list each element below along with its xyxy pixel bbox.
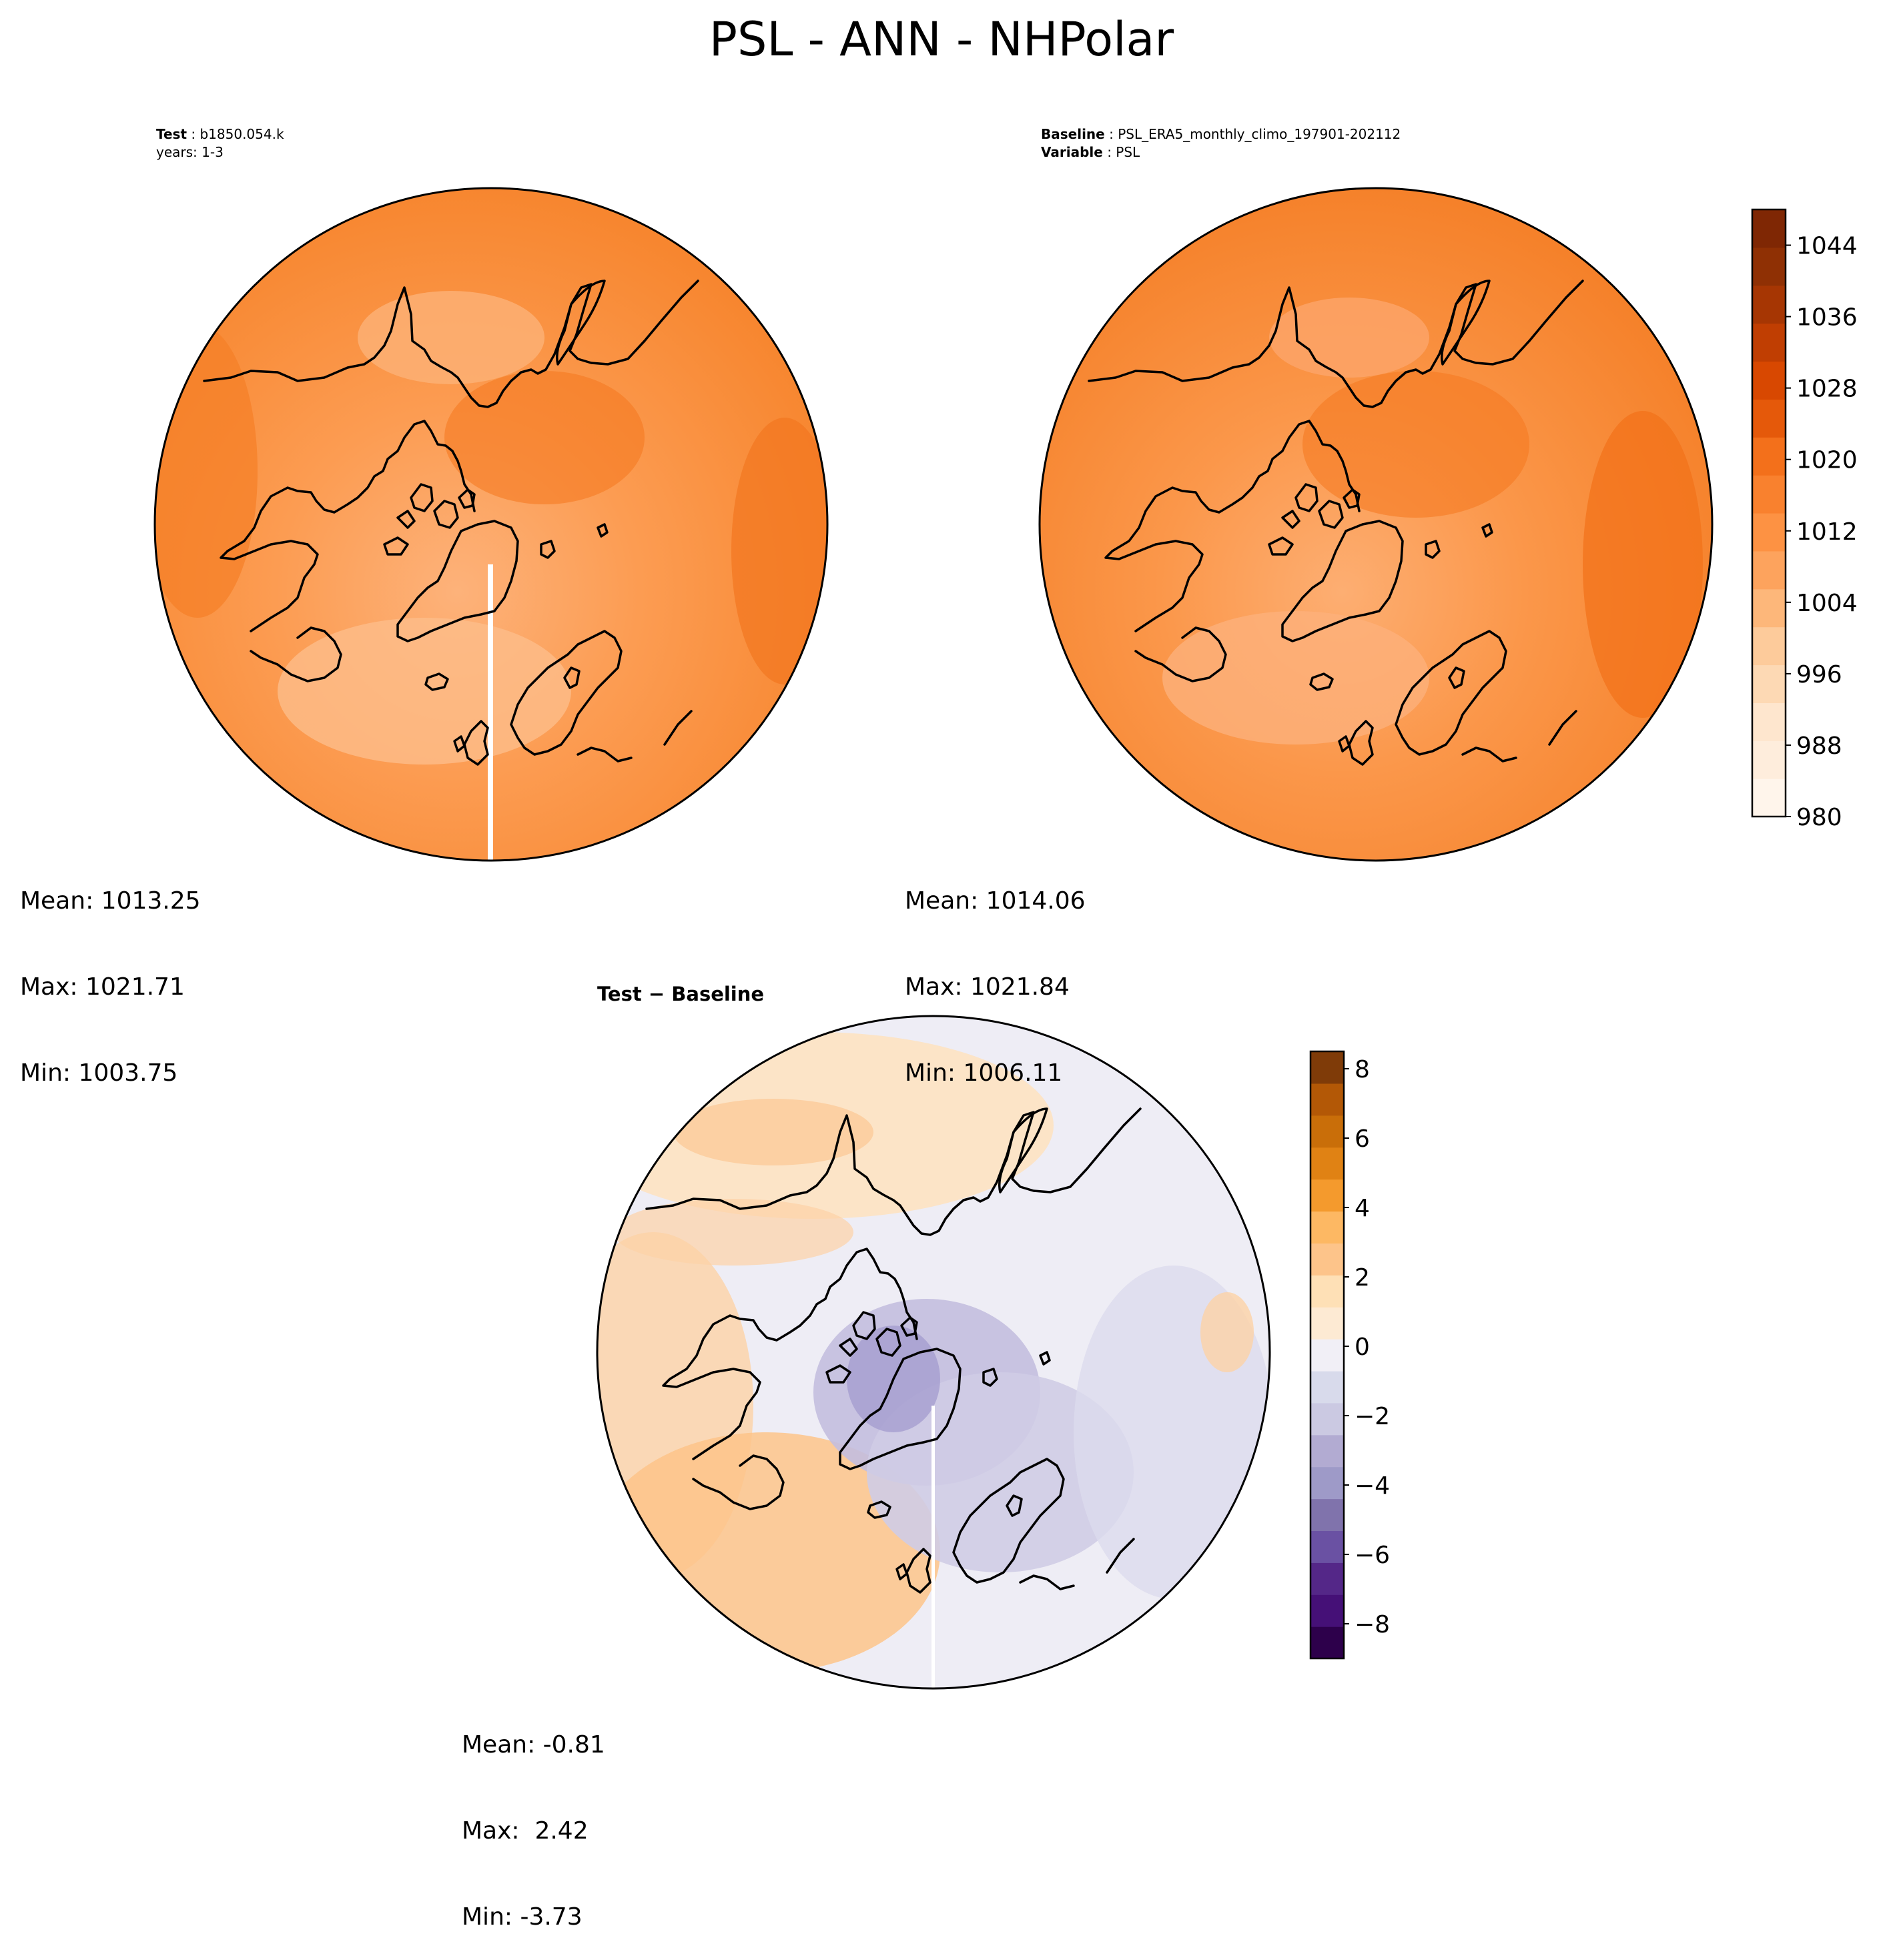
colorbar-absolute-tick-label: 1036: [1796, 304, 1858, 332]
diff-map: [596, 1015, 1271, 1690]
test-case-name: b1850.054.k: [200, 126, 284, 142]
colorbar-absolute-swatch: [1752, 779, 1786, 817]
colorbar-absolute-swatch: [1752, 323, 1786, 362]
colorbar-difference-tick-label: 2: [1355, 1264, 1370, 1292]
variable-name: PSL: [1116, 144, 1140, 160]
colorbar-difference-tick-label: −2: [1355, 1403, 1390, 1430]
colorbar-difference-swatch: [1310, 1626, 1344, 1659]
colorbar-difference-tick-label: 0: [1355, 1334, 1370, 1361]
test-min: Min: 1003.75: [20, 1059, 178, 1087]
colorbar-difference-tick-label: −6: [1355, 1542, 1390, 1569]
figure-title: PSL - ANN - NHPolar: [709, 12, 1174, 67]
colorbar-difference-swatch: [1310, 1179, 1344, 1212]
colorbar-difference-swatch: [1310, 1370, 1344, 1404]
colorbar-difference-swatch: [1310, 1339, 1344, 1372]
test-mean: Mean: 1013.25: [20, 887, 201, 915]
colorbar-absolute-swatch: [1752, 475, 1786, 514]
colorbar-absolute-tick-label: 1004: [1796, 590, 1858, 617]
colorbar-difference-swatch: [1310, 1115, 1344, 1148]
colorbar-absolute-tick-label: 988: [1796, 732, 1842, 760]
colorbar-absolute: 980 988 996 1004 1012 1020 1028 1036 1044: [1751, 208, 1858, 831]
colorbar-absolute-swatch: [1752, 513, 1786, 552]
colorbar-difference-tick-label: −4: [1355, 1472, 1390, 1500]
colorbar-difference-tick-label: 4: [1355, 1195, 1370, 1222]
colorbar-difference-tick-label: 6: [1355, 1125, 1370, 1153]
colorbar-difference-swatch: [1310, 1402, 1344, 1436]
colorbar-difference-swatch: [1310, 1562, 1344, 1595]
colorbar-difference-tick-label: −8: [1355, 1611, 1390, 1638]
baseline-label: Baseline: [1041, 126, 1105, 142]
variable-label: Variable: [1041, 144, 1103, 160]
colorbar-absolute-swatch: [1752, 247, 1786, 286]
baseline-caption: Baseline : PSL_ERA5_monthly_climo_197901…: [1041, 126, 1401, 160]
colorbar-difference-swatch: [1310, 1498, 1344, 1532]
colorbar-difference-swatch: [1310, 1083, 1344, 1116]
colorbar-absolute-swatch: [1752, 702, 1786, 741]
test-stats: Mean: 1013.25 Max: 1021.71 Min: 1003.75: [20, 829, 201, 1116]
test-years: years: 1-3: [156, 144, 224, 160]
baseline-max: Max: 1021.84: [905, 973, 1070, 1001]
colorbar-absolute-swatch: [1752, 361, 1786, 400]
colorbar-absolute-tick-label: 1012: [1796, 518, 1858, 546]
test-label: Test: [156, 126, 187, 142]
colorbar-absolute-swatch: [1752, 437, 1786, 476]
colorbar-absolute-swatch: [1752, 209, 1786, 248]
diff-min: Min: -3.73: [462, 1903, 583, 1931]
colorbar-difference-swatch: [1310, 1307, 1344, 1340]
colorbar-absolute-swatch: [1752, 399, 1786, 438]
colorbar-difference-swatch: [1310, 1466, 1344, 1500]
colorbar-absolute-tick-label: 1028: [1796, 376, 1858, 403]
colorbar-difference-swatch: [1310, 1147, 1344, 1180]
baseline-min: Min: 1006.11: [905, 1059, 1063, 1087]
colorbar-absolute-swatch: [1752, 550, 1786, 590]
diff-max: Max: 2.42: [462, 1817, 589, 1845]
diff-title-operator: −: [648, 983, 665, 1005]
diff-title-baseline: Baseline: [671, 983, 765, 1005]
colorbar-absolute-swatch: [1752, 588, 1786, 628]
colorbar-absolute-tick-label: 980: [1796, 804, 1842, 831]
colorbar-absolute-frame: [1751, 208, 1787, 818]
test-max: Max: 1021.71: [20, 973, 185, 1001]
colorbar-absolute-swatch: [1752, 285, 1786, 324]
colorbar-absolute-swatch: [1752, 626, 1786, 666]
colorbar-absolute-tick-label: 1020: [1796, 447, 1858, 474]
colorbar-absolute-swatch: [1752, 741, 1786, 779]
colorbar-absolute-tick-label: 996: [1796, 661, 1842, 688]
test-caption: Test : b1850.054.k years: 1-3: [156, 126, 284, 160]
baseline-mean: Mean: 1014.06: [905, 887, 1086, 915]
colorbar-difference-swatch: [1310, 1243, 1344, 1276]
colorbar-difference-swatch: [1310, 1211, 1344, 1244]
diff-title: Test − Baseline: [597, 983, 764, 1005]
diff-mean: Mean: -0.81: [462, 1731, 605, 1759]
baseline-stats: Mean: 1014.06 Max: 1021.84 Min: 1006.11: [905, 829, 1086, 1116]
baseline-case-name: PSL_ERA5_monthly_climo_197901-202112: [1118, 126, 1401, 142]
colorbar-difference: −8 −6 −4 −2 0 2 4 6 8: [1309, 1050, 1390, 1660]
colorbar-difference-swatch: [1310, 1275, 1344, 1308]
colorbar-absolute-tick-label: 1044: [1796, 233, 1858, 260]
colorbar-difference-swatch: [1310, 1530, 1344, 1563]
diff-title-test: Test: [597, 983, 642, 1005]
colorbar-difference-tick-label: 8: [1355, 1056, 1370, 1083]
colorbar-difference-swatch: [1310, 1594, 1344, 1627]
colorbar-difference-swatch: [1310, 1434, 1344, 1468]
baseline-map: [1038, 187, 1714, 862]
colorbar-difference-swatch: [1310, 1051, 1344, 1084]
colorbar-difference-frame: [1309, 1050, 1345, 1660]
test-map: [153, 187, 829, 862]
diff-stats: Mean: -0.81 Max: 2.42 Min: -3.73: [462, 1673, 605, 1960]
colorbar-absolute-swatch: [1752, 664, 1786, 703]
